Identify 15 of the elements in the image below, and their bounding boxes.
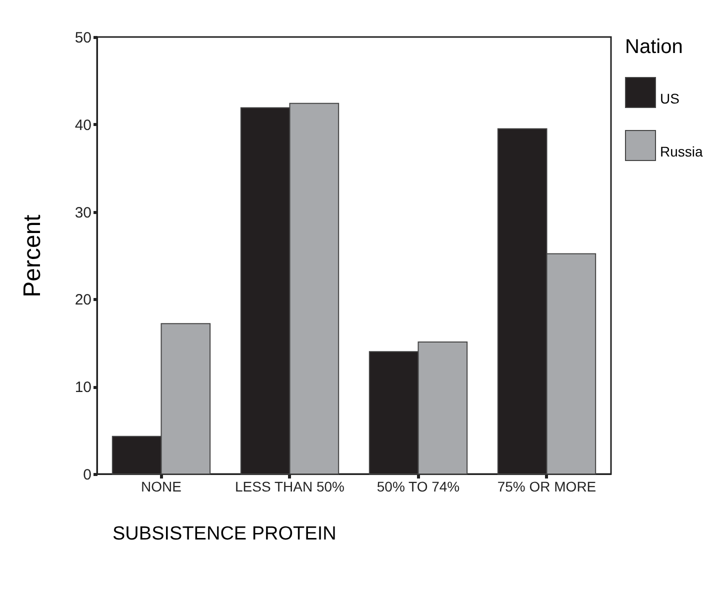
x-tick-label: LESS THAN 50% — [235, 478, 344, 494]
x-tick-label: 50% TO 74% — [376, 478, 460, 494]
y-tick-label: 30 — [74, 204, 92, 222]
y-tick-label: 50 — [74, 30, 92, 46]
legend-title: Nation — [625, 36, 683, 58]
y-tick-label: 40 — [74, 116, 92, 134]
y-tick-label: 10 — [74, 379, 92, 396]
x-tick-label: 75% OR MORE — [497, 478, 596, 494]
x-axis-title: SUBSISTENCE PROTEIN — [112, 524, 336, 544]
legend-label: Russia — [660, 144, 704, 160]
legend-label: US — [660, 90, 680, 106]
y-tick-label: 20 — [74, 292, 92, 309]
x-tick-label: NONE — [141, 478, 182, 494]
y-tick-label: 0 — [83, 466, 92, 484]
y-axis-title: Percent — [18, 214, 46, 298]
